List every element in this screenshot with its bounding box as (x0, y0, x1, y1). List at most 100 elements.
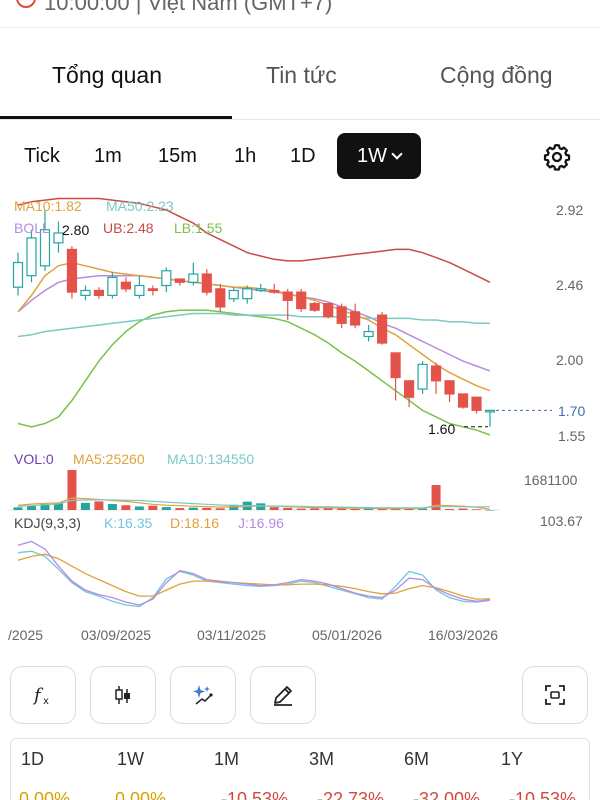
status-text: 10:00:00 | Việt Nam (GMT+7) (44, 0, 333, 15)
volume-bar (148, 505, 158, 510)
price-chart[interactable]: MA10:1.82 MA50:2.23 BOLL 2.80 UB:2.48 LB… (0, 190, 600, 650)
tab-news[interactable]: Tin tức (266, 62, 337, 88)
lb-label: LB:1.55 (174, 220, 223, 236)
volume-bar (296, 508, 306, 510)
gear-icon[interactable] (542, 142, 572, 172)
volume-bar (134, 506, 144, 510)
period-label[interactable]: 6M (404, 749, 430, 769)
date-axis-label: 16/03/2026 (428, 627, 499, 643)
kdj-k-label: K:16.35 (104, 515, 153, 531)
volume-bar (107, 504, 117, 510)
date-axis-label: 03/09/2025 (81, 627, 152, 643)
period-change: -22.73% (317, 789, 385, 800)
interval-1d[interactable]: 1D (290, 145, 316, 167)
candle-body (350, 311, 361, 326)
boll-label: BOLL (14, 220, 50, 236)
interval-1m[interactable]: 1m (94, 145, 122, 167)
candle-body (228, 289, 239, 300)
candle-body (134, 284, 145, 297)
ma10-line (17, 261, 491, 392)
volume-axis-label: 1681100 (524, 472, 578, 488)
volume-bar (26, 505, 36, 510)
fullscreen-button[interactable] (522, 666, 588, 724)
volume-bar (256, 503, 266, 510)
volume-bar (337, 508, 347, 510)
candle-body (53, 232, 64, 244)
period-label[interactable]: 1W (117, 749, 144, 769)
high-marker: 2.80 (62, 222, 90, 238)
candle-body (242, 288, 253, 300)
candle-body (147, 288, 158, 292)
candle-body (323, 303, 334, 318)
candle-body (390, 352, 401, 379)
ai-draw-button[interactable] (170, 666, 236, 724)
volume-bar (418, 508, 428, 510)
fullscreen-icon (545, 685, 565, 705)
candle-body (363, 330, 374, 338)
indicator-function-button[interactable]: f x (10, 666, 76, 724)
volume-bar (283, 507, 293, 510)
chevron-down-icon (391, 148, 403, 160)
main-tabs: Tổng quan Tin tức Cộng đồng (0, 48, 600, 120)
candle-icon (115, 686, 130, 704)
candle-body (377, 314, 388, 344)
volume-bar (53, 502, 63, 510)
period-label[interactable]: 1D (21, 749, 45, 769)
volume-ma10-line (17, 499, 490, 509)
kdj-j-line (17, 540, 491, 606)
volume-bar (377, 508, 387, 510)
tab-overview[interactable]: Tổng quan (52, 62, 162, 88)
candle-body (417, 363, 428, 390)
interval-selector: Tick 1m 15m 1h 1D 1W (0, 132, 600, 180)
svg-text:x: x (43, 696, 49, 707)
interval-1w-dropdown[interactable]: 1W (337, 133, 421, 179)
interval-tick[interactable]: Tick (24, 145, 60, 167)
period-label[interactable]: 3M (309, 749, 335, 769)
ub-label: UB:2.48 (103, 220, 154, 236)
candle-body (174, 278, 185, 283)
period-label[interactable]: 1M (214, 749, 240, 769)
period-change: -32.00% (413, 789, 481, 800)
volume-bar (310, 508, 320, 510)
chart-canvas (8, 197, 552, 608)
candle-body (161, 270, 172, 287)
volume-bar (445, 509, 455, 510)
ma50-line (17, 312, 490, 338)
volume-bar (215, 508, 225, 510)
volume-bar (431, 485, 441, 510)
ma10-label: MA10:1.82 (14, 198, 82, 214)
tab-community[interactable]: Cộng đồng (440, 62, 553, 88)
vol-label: VOL:0 (14, 451, 54, 467)
status-bar: 10:00:00 | Việt Nam (GMT+7) (0, 0, 600, 28)
interval-15m[interactable]: 15m (158, 145, 197, 167)
tabs-divider (0, 119, 600, 120)
draw-tool-button[interactable] (250, 666, 316, 724)
volume-bar (67, 470, 77, 510)
candle-body (282, 291, 293, 301)
date-axis-label: /2025 (8, 627, 44, 643)
volume-bar (269, 507, 279, 510)
period-label[interactable]: 1Y (501, 749, 524, 769)
ma50-label: MA50:2.23 (106, 198, 174, 214)
chart-type-button[interactable] (90, 666, 156, 724)
volume-bar (458, 508, 468, 510)
period-change: -10.53% (221, 789, 289, 800)
chart-toolbar: f x (0, 666, 600, 726)
price-axis-label: 2.00 (556, 352, 584, 368)
period-change: 0.00% (115, 789, 167, 800)
candle-body (39, 229, 51, 267)
volume-bar (364, 508, 374, 510)
volume-bar (121, 505, 131, 510)
candle-body (66, 248, 78, 293)
interval-1h[interactable]: 1h (234, 145, 257, 167)
candle-body (26, 237, 37, 277)
vol-ma10-label: MA10:134550 (167, 451, 255, 467)
volume-bar (404, 508, 414, 510)
volume-bar (350, 508, 360, 510)
candle-body (120, 281, 131, 290)
price-axis-label: 2.46 (556, 277, 584, 293)
volume-bar (161, 507, 171, 510)
clock-icon (16, 0, 36, 8)
volume-bar (188, 507, 198, 510)
volume-bar (80, 502, 90, 510)
